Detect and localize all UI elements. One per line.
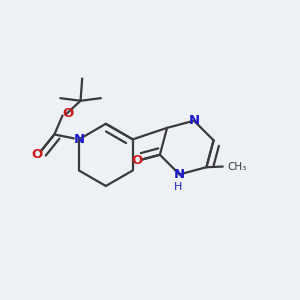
Text: O: O [62,107,74,120]
Text: CH₃: CH₃ [228,162,247,172]
Text: O: O [131,154,142,167]
Text: H: H [174,182,182,192]
Text: N: N [174,168,185,181]
Text: N: N [188,114,200,127]
Text: N: N [74,133,85,146]
Text: O: O [31,148,42,160]
